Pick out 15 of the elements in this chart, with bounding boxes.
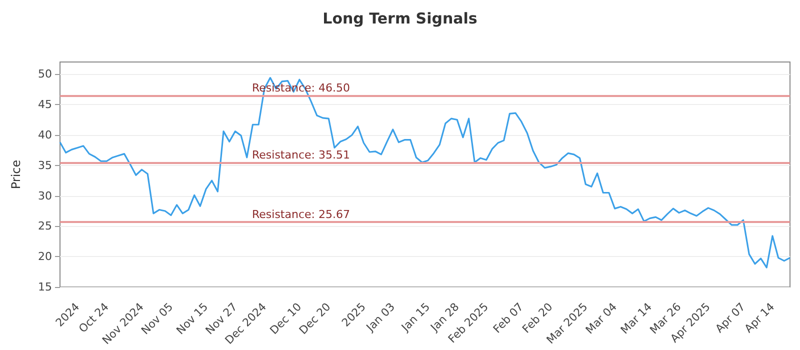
y-tick-label: 40 <box>38 128 52 142</box>
y-tick-label: 15 <box>38 280 52 294</box>
line-series <box>59 77 791 268</box>
y-tick-label: 30 <box>38 189 52 202</box>
y-axis-title: Price <box>9 160 23 190</box>
y-tick-label: 25 <box>38 220 52 233</box>
ref-line-label: Resistance: 25.67 <box>252 208 350 222</box>
chart-title: Long Term Signals <box>322 10 478 28</box>
ref-line-label: Resistance: 35.51 <box>252 148 350 162</box>
x-tick-label: Jan 03 <box>363 300 398 335</box>
y-tick-label: 20 <box>38 250 52 264</box>
y-tick-label: 35 <box>38 158 52 172</box>
y-tick-label: 50 <box>38 68 52 81</box>
x-tick-label: Apr 14 <box>742 300 778 336</box>
y-tick-label: 45 <box>38 98 52 112</box>
